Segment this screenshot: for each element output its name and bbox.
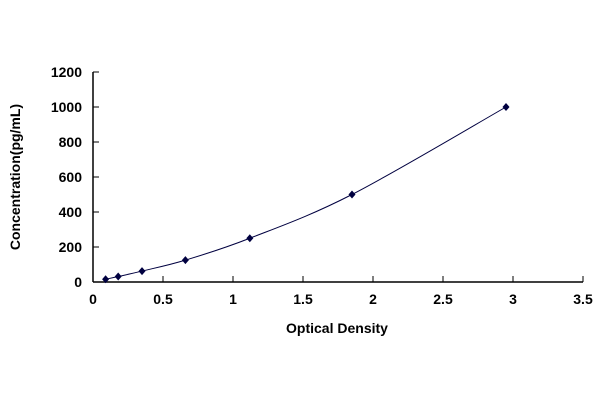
axes: 0 0.5 1 1.5 2 2.5 3 3.5 0 200 400 600 800 1000 1200 (51, 64, 593, 307)
data-point (246, 234, 254, 243)
data-point (114, 272, 122, 281)
y-tick-label: 200 (59, 239, 83, 255)
y-tick-label: 1200 (51, 64, 82, 80)
x-tick-label: 2 (369, 291, 377, 307)
data-point (502, 103, 510, 111)
x-tick-label: 3.5 (573, 291, 593, 307)
data-point (181, 256, 189, 265)
data-point (348, 190, 356, 199)
x-tick-label: 3 (509, 291, 517, 307)
x-tick-label: 0.5 (153, 291, 173, 307)
x-tick-label: 1.5 (293, 291, 313, 307)
data-point (138, 267, 146, 276)
y-tick-label: 0 (74, 274, 82, 290)
x-tick-label: 2.5 (433, 291, 453, 307)
y-tick-label: 400 (59, 204, 83, 220)
y-tick-label: 600 (59, 169, 83, 185)
x-axis-label: Optical Density (286, 320, 388, 336)
x-tick-label: 0 (89, 291, 97, 307)
y-tick-label: 1000 (51, 99, 82, 115)
y-tick-label: 800 (59, 134, 83, 150)
data-points (102, 103, 510, 284)
data-point (102, 275, 110, 284)
fit-curve-group (105, 106, 507, 280)
fit-curve (105, 106, 507, 280)
x-tick-label: 1 (229, 291, 237, 307)
y-axis-label: Concentration(pg/mL) (7, 104, 23, 250)
